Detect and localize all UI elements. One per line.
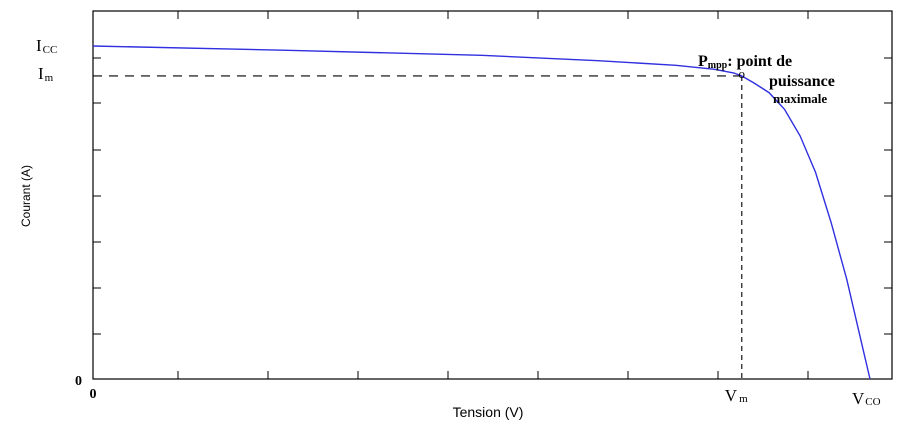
x-tick-zero: 0 [90, 387, 97, 402]
voc-label: VCO [852, 389, 881, 408]
iv-curve [92, 45, 871, 380]
plot-frame [92, 10, 893, 380]
mpp-annotation-line-2: puissance [769, 73, 835, 90]
mpp-annotation-line-3: maximale [773, 91, 827, 106]
y-tick-zero: 0 [75, 374, 82, 389]
y-axis-label: Courant (A) [19, 165, 33, 227]
mpp-annotation-title: Pmpp: point de [698, 53, 792, 71]
mpp-marker: o [739, 66, 746, 81]
im-label: Im [38, 64, 54, 84]
x-axis-label: Tension (V) [453, 404, 524, 420]
axis-ticks [93, 11, 892, 379]
isc-label: ICC [36, 36, 57, 56]
